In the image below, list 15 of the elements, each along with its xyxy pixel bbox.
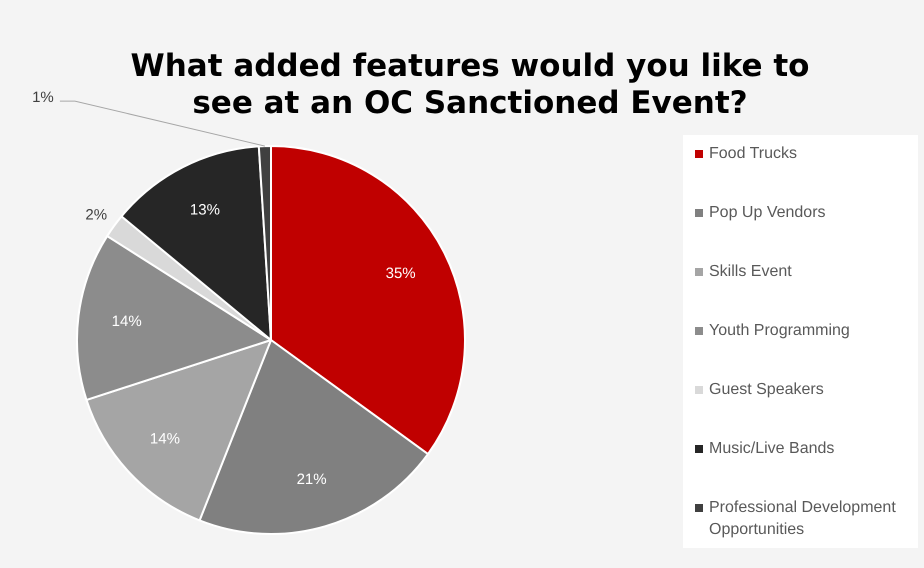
legend-label: Skills Event bbox=[709, 262, 792, 282]
data-label: 21% bbox=[296, 470, 327, 488]
data-label: 13% bbox=[190, 202, 220, 218]
legend-label: Food Trucks bbox=[709, 144, 798, 164]
data-label: 14% bbox=[150, 430, 180, 448]
legend-label: Professional Development Opportunities bbox=[709, 498, 897, 540]
legend-label: Youth Programming bbox=[709, 321, 850, 341]
data-label: 35% bbox=[386, 265, 416, 282]
legend-label: Music/Live Bands bbox=[709, 439, 834, 459]
data-label: 1% bbox=[32, 89, 54, 106]
chart-title: What added features would you like to see at an OC Sanctioned Event? bbox=[130, 48, 810, 122]
legend-label: Guest Speakers bbox=[709, 380, 824, 400]
data-label: 2% bbox=[85, 206, 108, 224]
legend-label: Pop Up Vendors bbox=[709, 203, 826, 223]
data-label: 14% bbox=[112, 312, 142, 330]
